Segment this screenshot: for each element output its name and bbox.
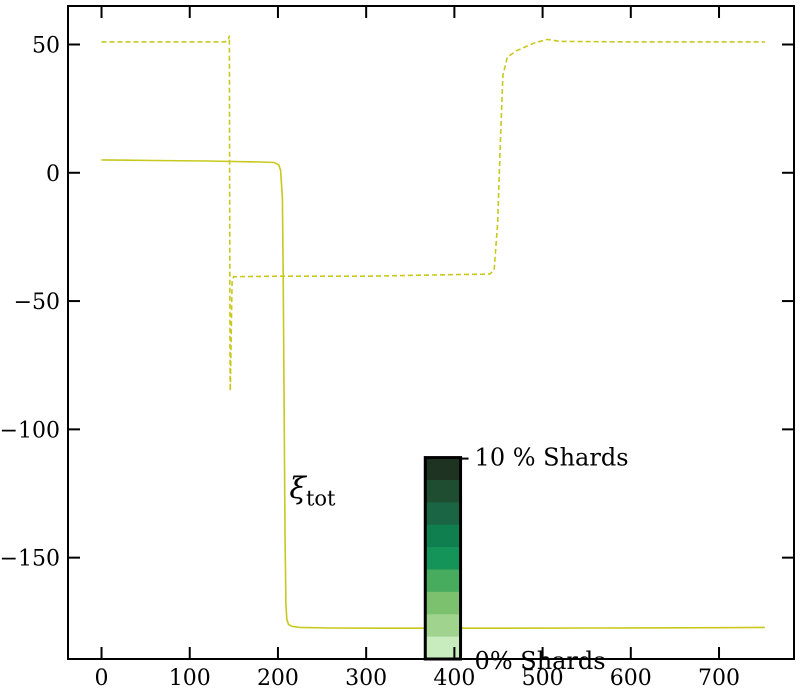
colorbar-segment	[425, 636, 461, 660]
y-tick-label: −100	[0, 418, 60, 443]
colorbar-segment	[425, 457, 461, 481]
xi-subscript: tot	[306, 487, 336, 511]
axes	[67, 5, 795, 660]
x-tick-label: 300	[345, 666, 387, 691]
colorbar-segment	[425, 614, 461, 638]
colorbar-segment	[425, 569, 461, 593]
colorbar-segment	[425, 524, 461, 548]
colorbar-label-bottom: 0% Shards	[475, 647, 606, 675]
colorbar-segment	[425, 591, 461, 615]
x-tick-label: 500	[522, 666, 564, 691]
x-tick-label: 600	[610, 666, 652, 691]
colorbar-segment	[425, 479, 461, 503]
series-line-dashed	[101, 35, 765, 391]
y-tick-label: 50	[32, 33, 60, 58]
colorbar-segment	[425, 547, 461, 570]
plot-lines	[101, 35, 765, 630]
series-line-solid	[101, 159, 765, 630]
xi-annotation: ξtot	[289, 472, 336, 511]
y-tick-label: −50	[14, 290, 60, 315]
colorbar-segment	[425, 502, 461, 526]
x-tick-label: 700	[698, 666, 740, 691]
x-tick-label: 200	[257, 666, 299, 691]
y-tick-label: −150	[0, 547, 60, 572]
x-tick-label: 100	[169, 666, 211, 691]
x-tick-label: 400	[433, 666, 475, 691]
y-tick-label: 0	[46, 162, 60, 187]
x-tick-label: 0	[95, 666, 109, 691]
colorbar-label-top: 10 % Shards	[475, 444, 629, 472]
xi-symbol: ξ	[289, 472, 307, 507]
axes-frame	[67, 5, 795, 660]
colorbar	[423, 456, 469, 661]
